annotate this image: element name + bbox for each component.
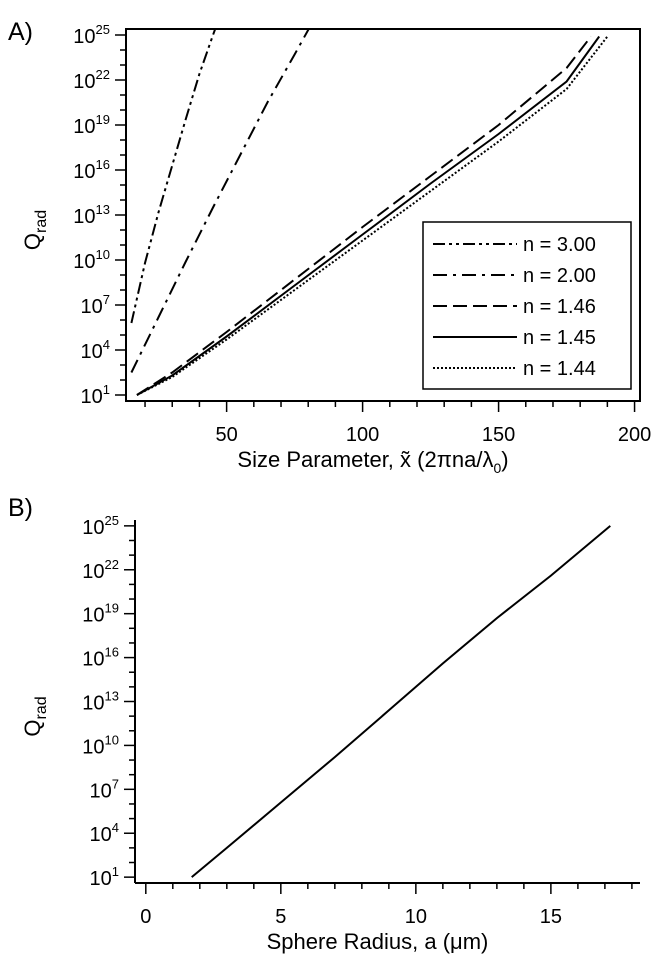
y-tick-label: 1025 <box>73 22 110 48</box>
y-tick-exponent: 25 <box>105 513 119 528</box>
y-tick-label: 1022 <box>73 67 110 93</box>
y-axis-title: Qrad <box>20 210 50 250</box>
y-tick-exponent: 22 <box>96 67 110 82</box>
x-axis-title: Size Parameter, x̃ (2πna/λ0) <box>237 447 508 476</box>
y-tick-label: 101 <box>81 382 110 408</box>
legend-label: n = 1.46 <box>523 296 596 318</box>
y-tick-exponent: 10 <box>96 247 110 262</box>
y-tick-label: 104 <box>90 820 119 846</box>
y-tick-label: 1019 <box>73 112 110 138</box>
legend: n = 3.00 n = 2.00 n = 1.46 n = 1.45 n = 1.44 <box>422 221 632 390</box>
y-tick-label: 1010 <box>73 247 110 273</box>
series-line-1 <box>191 525 611 878</box>
series-line-4 <box>136 35 601 396</box>
x-tick-label: 50 <box>215 424 237 446</box>
x-tick-label: 15 <box>540 906 562 928</box>
x-axis-title: Sphere Radius, a (μm) <box>267 929 489 954</box>
y-axis-title-subscript: rad <box>33 210 50 233</box>
y-tick-label: 107 <box>90 776 119 802</box>
y-tick-exponent: 19 <box>96 112 110 127</box>
x-tick-label: 0 <box>140 906 151 928</box>
panel-label: B) <box>8 494 33 522</box>
legend-label: n = 1.45 <box>523 327 596 349</box>
y-tick-exponent: 25 <box>96 22 110 37</box>
y-tick-exponent: 10 <box>105 732 119 747</box>
y-tick-exponent: 19 <box>105 601 119 616</box>
x-tick-label: 150 <box>482 424 515 446</box>
y-tick-exponent: 13 <box>105 689 119 704</box>
legend-label: n = 3.00 <box>523 234 596 256</box>
y-tick-label: 1010 <box>82 732 119 758</box>
panel-label: A) <box>8 18 33 46</box>
y-tick-label: 1019 <box>82 601 119 627</box>
y-tick-label: 1022 <box>82 557 119 583</box>
y-tick-exponent: 4 <box>103 337 110 352</box>
x-tick-label: 100 <box>346 424 379 446</box>
series-line-5 <box>136 35 609 396</box>
legend-label: n = 1.44 <box>523 358 596 380</box>
y-tick-label: 1013 <box>73 202 110 228</box>
y-tick-exponent: 16 <box>96 157 110 172</box>
series-line-1 <box>130 29 217 324</box>
y-tick-label: 1013 <box>82 689 119 715</box>
y-tick-label: 1025 <box>82 513 119 539</box>
y-tick-label: 104 <box>81 337 110 363</box>
y-tick-label: 1016 <box>73 157 110 183</box>
y-tick-exponent: 1 <box>103 382 110 397</box>
y-tick-exponent: 13 <box>96 202 110 217</box>
y-axis-title: Qrad <box>20 696 50 736</box>
y-tick-exponent: 1 <box>112 864 119 879</box>
legend-label: n = 2.00 <box>523 265 596 287</box>
series-line-3 <box>136 35 592 396</box>
y-tick-exponent: 4 <box>112 820 119 835</box>
x-axis-title-subscript: 0 <box>493 460 501 476</box>
y-tick-label: 101 <box>90 864 119 890</box>
y-tick-exponent: 7 <box>103 292 110 307</box>
x-tick-label: 10 <box>405 906 427 928</box>
y-tick-exponent: 7 <box>112 776 119 791</box>
y-tick-exponent: 22 <box>105 557 119 572</box>
y-axis-title-subscript: rad <box>33 696 50 719</box>
y-tick-label: 1016 <box>82 645 119 671</box>
x-tick-label: 200 <box>618 424 651 446</box>
series-line-2 <box>130 29 310 373</box>
y-tick-exponent: 16 <box>105 645 119 660</box>
x-axis-title-end: ) <box>501 447 508 472</box>
x-tick-label: 5 <box>275 906 286 928</box>
y-tick-label: 107 <box>81 292 110 318</box>
